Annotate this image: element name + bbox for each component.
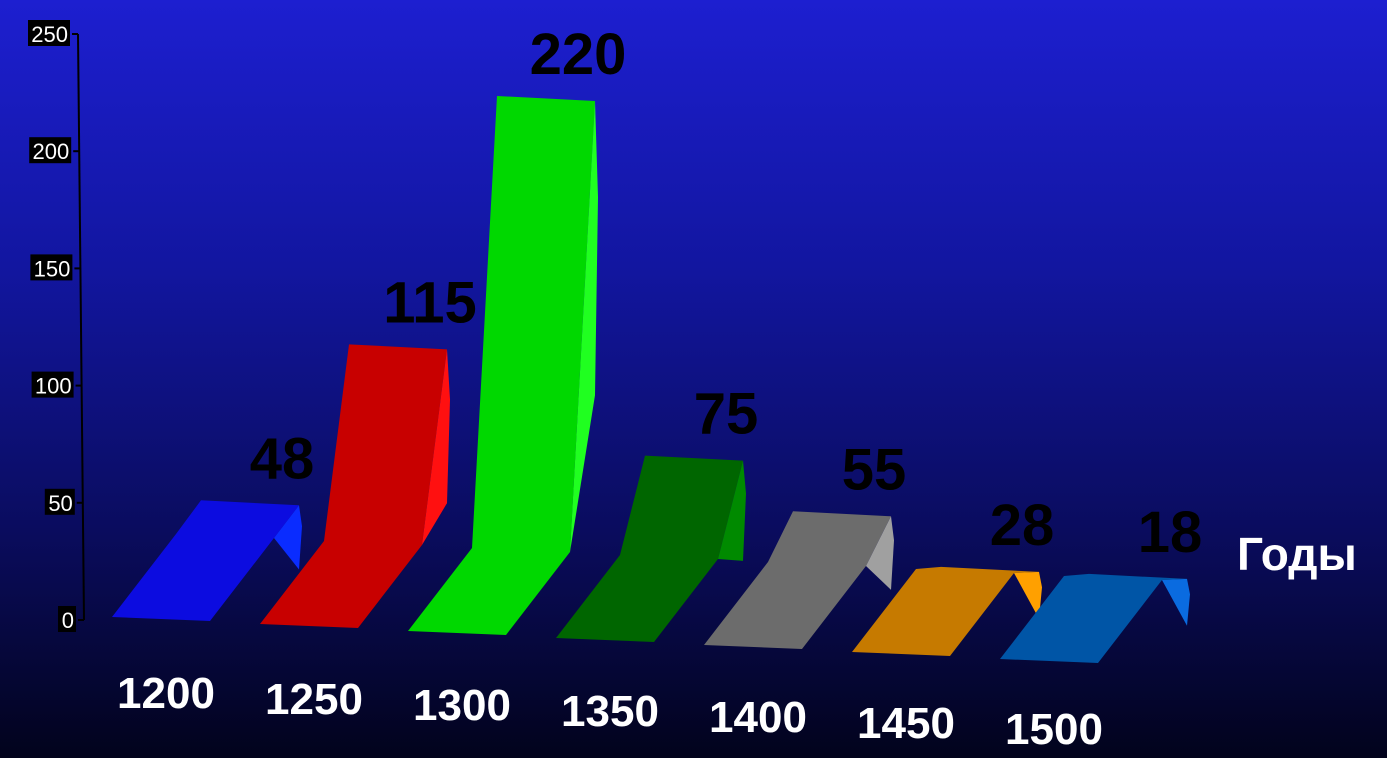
x-axis-title: Годы — [1237, 528, 1357, 580]
bar — [704, 511, 894, 649]
y-tick-label-bg — [30, 254, 73, 281]
data-labels: 48 115 220 75 55 28 18 — [250, 22, 1203, 565]
y-tick-label: 200 — [32, 139, 69, 164]
data-label: 48 — [250, 426, 315, 491]
data-label: 55 — [842, 437, 907, 502]
data-label: 28 — [990, 493, 1055, 558]
category-labels: 1200 1250 1300 1350 1400 1450 1500 — [117, 669, 1103, 754]
category-label: 1500 — [1005, 705, 1103, 754]
y-tick-label: 50 — [48, 491, 72, 516]
y-tick-label-bg — [31, 371, 74, 398]
y-axis-line — [77, 33, 85, 621]
bar — [556, 455, 746, 642]
bar-front — [408, 96, 595, 635]
bar-side — [718, 460, 746, 561]
data-label: 115 — [383, 270, 477, 335]
bar-front — [556, 455, 743, 642]
y-tick-label: 0 — [62, 608, 74, 633]
category-label: 1350 — [561, 687, 659, 736]
category-label: 1250 — [265, 675, 363, 724]
y-tick-label: 100 — [35, 374, 72, 399]
bar-side — [570, 101, 598, 552]
category-label: 1450 — [857, 699, 955, 748]
bar-side — [1014, 571, 1042, 619]
data-label: 18 — [1138, 500, 1203, 565]
bar — [260, 344, 450, 628]
y-tick-label: 250 — [31, 22, 68, 47]
bar-front — [260, 344, 447, 628]
bar-front — [1000, 573, 1187, 663]
y-tick-label: 150 — [34, 256, 71, 281]
bar — [852, 566, 1042, 656]
bar — [408, 96, 598, 635]
data-label: 75 — [694, 382, 759, 447]
y-tick-label-bg — [58, 606, 76, 632]
y-tick-label-bg — [29, 137, 72, 164]
category-label: 1200 — [117, 669, 215, 718]
bar — [1000, 573, 1190, 663]
bar — [112, 500, 302, 621]
bar-front — [852, 566, 1039, 656]
category-label: 1300 — [413, 681, 511, 730]
bar-side — [422, 349, 450, 545]
data-label: 220 — [530, 22, 627, 87]
category-label: 1400 — [709, 693, 807, 742]
bar-front — [704, 511, 891, 649]
bar-side — [1162, 578, 1190, 626]
bar-side — [274, 505, 302, 570]
y-tick-label-bg — [28, 20, 70, 46]
bar-side — [866, 516, 894, 590]
y-axis: 0 50 100 150 200 250 — [28, 20, 85, 633]
bars — [112, 96, 1190, 663]
y-tick-label-bg — [44, 488, 75, 515]
bar-front — [112, 500, 299, 621]
